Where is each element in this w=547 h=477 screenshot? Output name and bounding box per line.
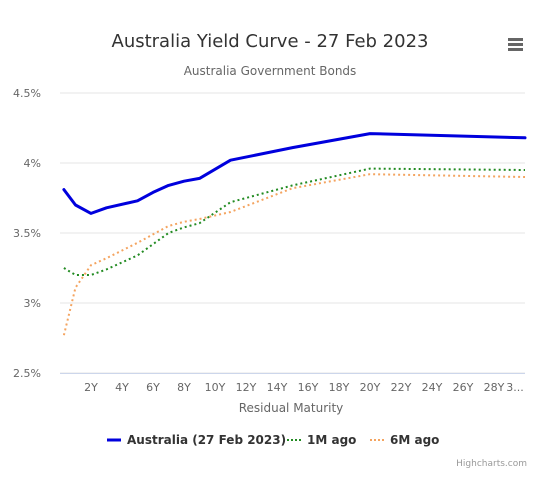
x-tick-label: 26Y [453,381,474,394]
legend-item-2[interactable]: 6M ago [370,433,439,447]
legend-label: 6M ago [390,433,439,447]
x-tick-label: 28Y [484,381,505,394]
x-tick-label: 16Y [298,381,319,394]
x-axis-labels: 2Y 4Y 6Y 8Y 10Y 12Y 14Y 16Y 18Y 20Y 22Y 24Y 26Y 28Y 3.… [84,381,524,394]
legend-item-1[interactable]: 1M ago [287,433,356,447]
y-tick-label: 3% [24,297,41,310]
legend-label: Australia (27 Feb 2023) [127,433,286,447]
y-tick-label: 2.5% [13,367,41,380]
chart-menu-button[interactable] [503,32,527,52]
chart-subtitle: Australia Government Bonds [184,64,357,78]
series-line-2[interactable] [62,173,526,336]
x-tick-label: 14Y [267,381,288,394]
x-tick-label: 20Y [360,381,381,394]
y-tick-label: 4.5% [13,87,41,100]
y-axis-labels: 2.5% 3% 3.5% 4% 4.5% [13,87,41,380]
series-lines [62,132,527,336]
x-tick-label: 6Y [146,381,160,394]
x-tick-label: 2Y [84,381,98,394]
series-line-0[interactable] [62,132,527,215]
chart-title: Australia Yield Curve - 27 Feb 2023 [112,31,429,52]
y-tick-label: 3.5% [13,227,41,240]
x-tick-label: 4Y [115,381,129,394]
y-tick-label: 4% [24,157,41,170]
x-tick-label: 12Y [236,381,257,394]
x-tick-label: 18Y [329,381,350,394]
x-tick-label: 3... [506,381,524,394]
legend-item-0[interactable]: Australia (27 Feb 2023) [107,433,286,447]
x-tick-label: 10Y [205,381,226,394]
credits-link[interactable]: Highcharts.com [456,459,527,469]
hamburger-menu-icon [508,38,523,51]
legend-label: 1M ago [307,433,356,447]
x-axis-title: Residual Maturity [239,401,344,415]
x-tick-label: 22Y [391,381,412,394]
legend: Australia (27 Feb 2023) 1M ago 6M ago [107,433,439,447]
x-tick-label: 24Y [422,381,443,394]
x-tick-label: 8Y [177,381,191,394]
